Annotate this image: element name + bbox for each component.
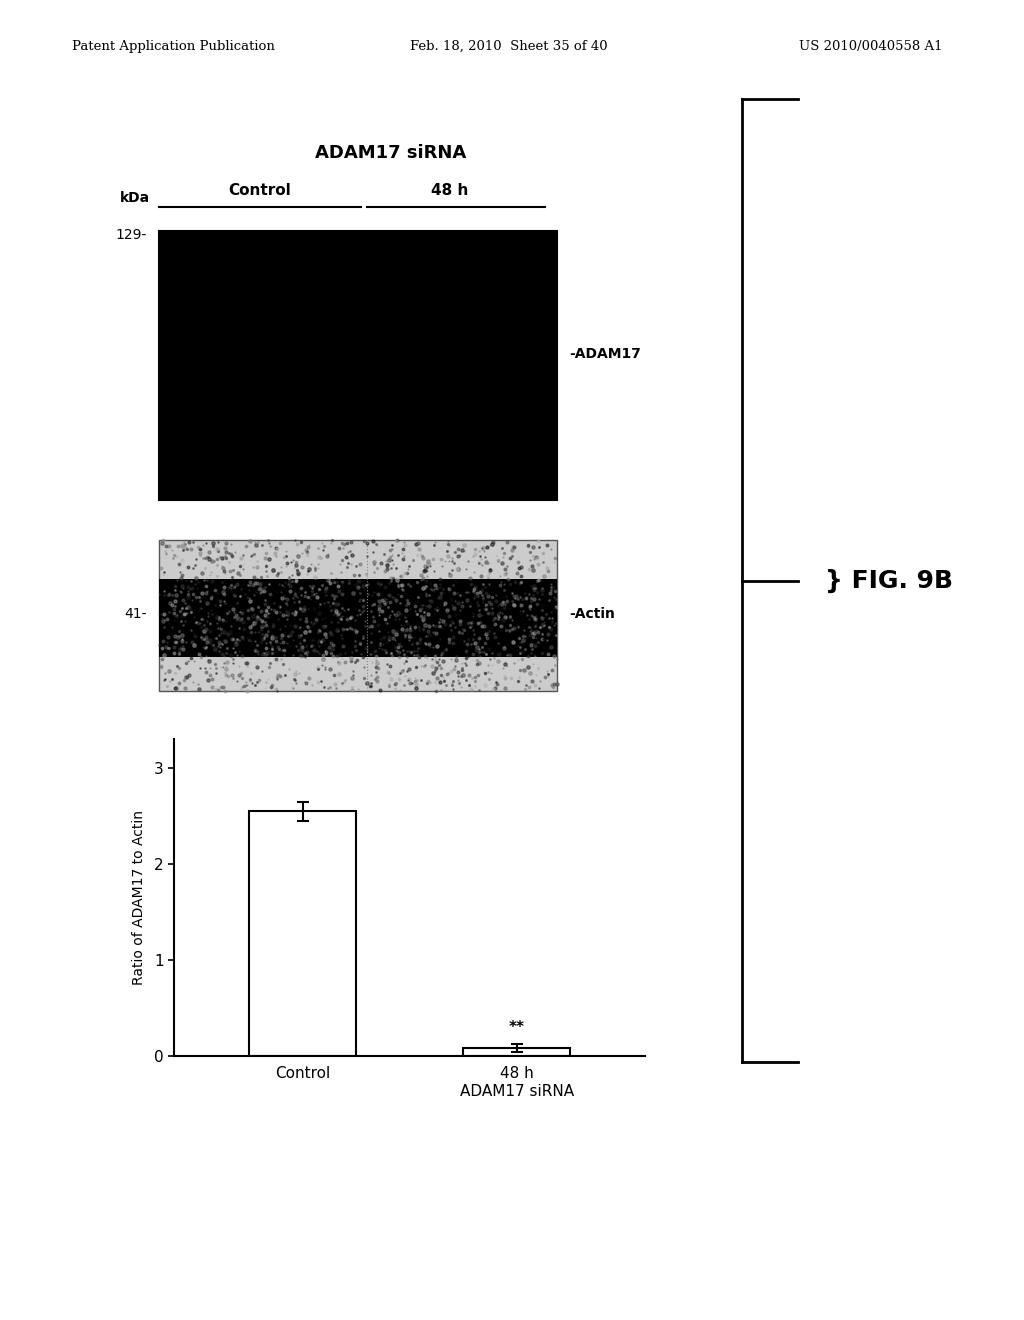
Text: } FIG. 9B: } FIG. 9B	[825, 569, 953, 593]
FancyBboxPatch shape	[159, 579, 557, 657]
Text: Control: Control	[228, 183, 292, 198]
FancyBboxPatch shape	[159, 231, 557, 500]
Bar	[463, 1048, 570, 1056]
Text: -Actin: -Actin	[569, 607, 614, 620]
Text: kDa: kDa	[120, 191, 151, 206]
Text: US 2010/0040558 A1: US 2010/0040558 A1	[799, 40, 942, 53]
FancyBboxPatch shape	[159, 540, 557, 692]
Text: Patent Application Publication: Patent Application Publication	[72, 40, 274, 53]
Y-axis label: Ratio of ADAM17 to Actin: Ratio of ADAM17 to Actin	[131, 810, 145, 985]
Text: Feb. 18, 2010  Sheet 35 of 40: Feb. 18, 2010 Sheet 35 of 40	[410, 40, 607, 53]
Text: 48 h: 48 h	[431, 183, 469, 198]
Text: ADAM17 siRNA: ADAM17 siRNA	[315, 144, 466, 162]
Text: 41-: 41-	[125, 607, 147, 620]
Text: **: **	[509, 1020, 524, 1035]
Text: -ADAM17: -ADAM17	[569, 347, 641, 360]
Text: 129-: 129-	[116, 228, 147, 242]
Bar	[249, 812, 356, 1056]
